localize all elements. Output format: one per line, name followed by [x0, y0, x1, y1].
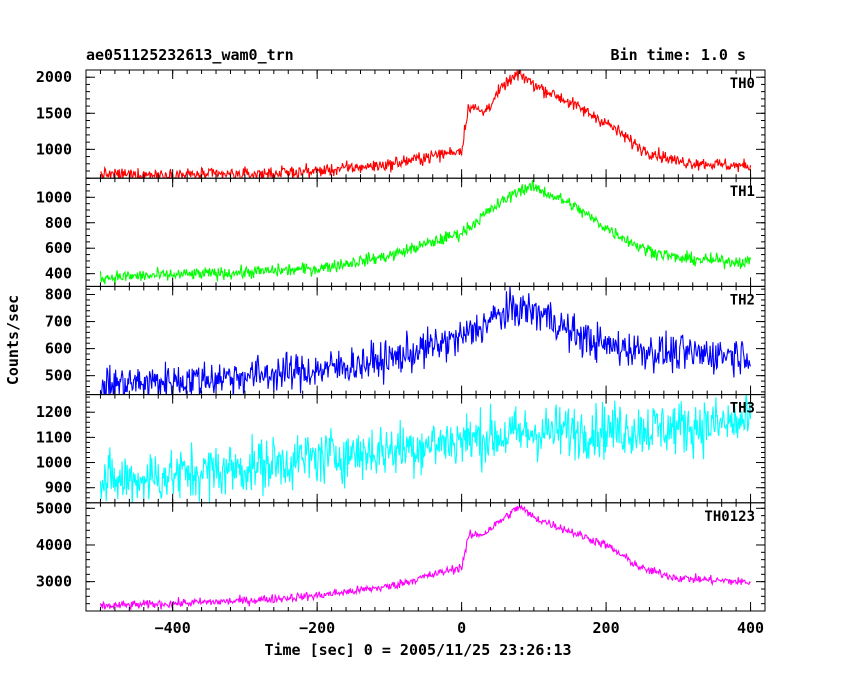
series-th0123-line [99, 504, 751, 611]
y-tick-label: 1000 [36, 188, 72, 206]
y-tick-label: 1000 [36, 454, 72, 472]
x-tick-label: 200 [593, 619, 620, 637]
panel-label-th1: TH1 [730, 184, 755, 200]
x-tick-label: −400 [155, 619, 191, 637]
y-tick-label: 900 [45, 479, 72, 497]
panel-label-th0: TH0 [730, 76, 755, 92]
panel-label-th3: TH3 [730, 401, 755, 417]
y-tick-label: 1500 [36, 104, 72, 122]
y-tick-label: 5000 [36, 499, 72, 517]
y-tick-label: 3000 [36, 573, 72, 591]
series-th2-line [99, 286, 752, 395]
series-th1-line [99, 179, 752, 285]
x-axis-label: Time [sec] 0 = 2005/11/25 23:26:13 [264, 641, 571, 659]
y-tick-label: 1200 [36, 403, 72, 421]
x-tick-label: 400 [737, 619, 764, 637]
bin-time-label: Bin time: 1.0 s [611, 46, 746, 64]
panel-frame [85, 502, 766, 612]
y-axis-label: Counts/sec [4, 295, 22, 385]
y-tick-label: 500 [45, 367, 72, 385]
x-tick-label: −200 [299, 619, 335, 637]
panel-frame [85, 69, 766, 179]
y-tick-label: 2000 [36, 68, 72, 86]
series-th0-line [100, 70, 752, 179]
y-tick-label: 1100 [36, 428, 72, 446]
y-tick-label: 600 [45, 340, 72, 358]
panel-label-th2: TH2 [730, 292, 755, 308]
y-tick-label: 700 [45, 313, 72, 331]
y-tick-label: 600 [45, 239, 72, 257]
x-tick-label: 0 [457, 619, 466, 637]
y-tick-label: 4000 [36, 536, 72, 554]
chart-title: ae051125232613_wam0_trn [86, 46, 294, 64]
panel-label-th0123: TH0123 [704, 509, 755, 525]
y-tick-label: 800 [45, 214, 72, 232]
panel-frame [85, 177, 766, 287]
series-th3-line [99, 394, 752, 503]
y-tick-label: 400 [45, 265, 72, 283]
y-tick-label: 800 [45, 286, 72, 304]
y-tick-label: 1000 [36, 140, 72, 158]
